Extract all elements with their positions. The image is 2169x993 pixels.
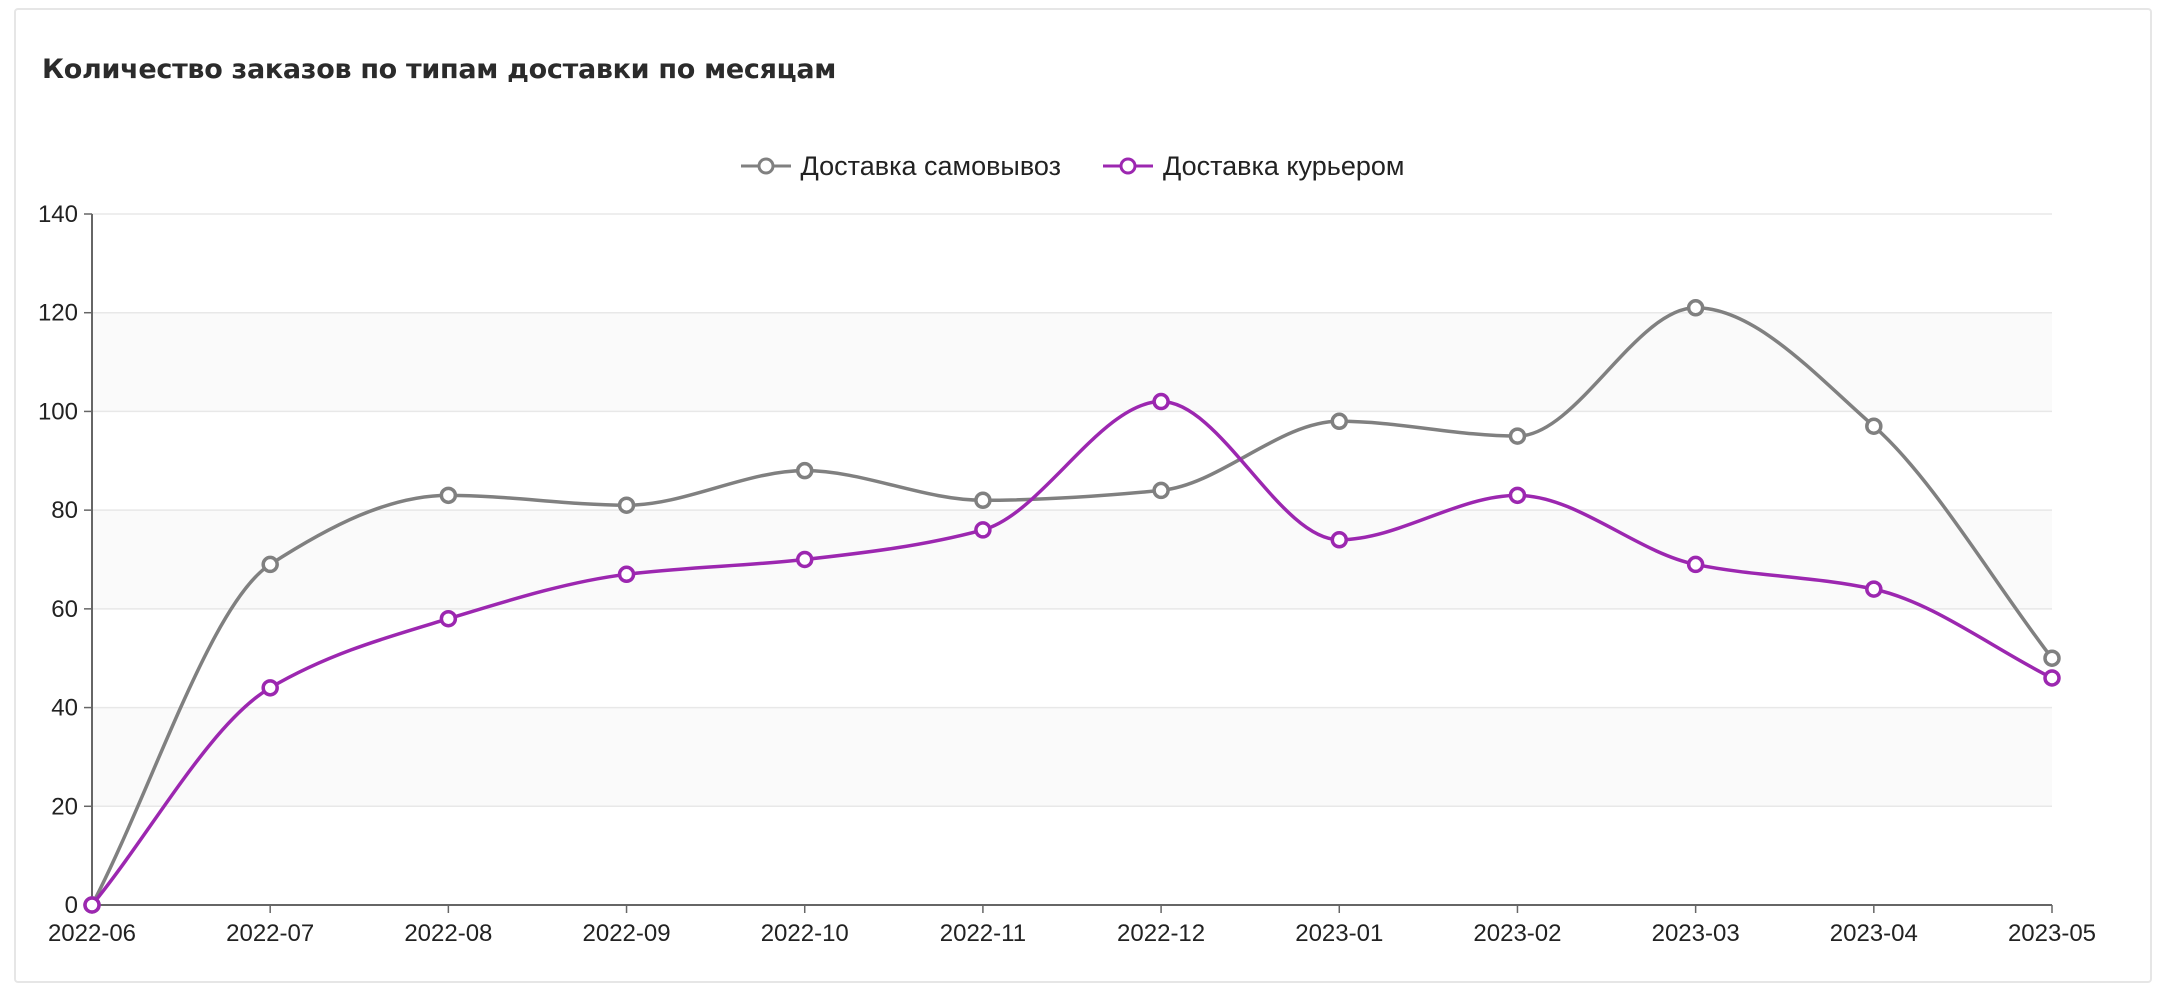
series-line-2 (90, 399, 2054, 907)
plot-band (92, 707, 2052, 807)
legend-label-pickup: Доставка самовывоз (800, 150, 1061, 181)
plot-band (92, 312, 2052, 412)
x-tick-label: 2022-09 (583, 920, 671, 947)
x-tick-label: 2022-11 (940, 920, 1026, 947)
data-point-series-2[interactable] (1686, 555, 1705, 574)
data-point-series-1[interactable] (439, 486, 458, 505)
x-tick-label: 2022-06 (48, 920, 136, 947)
data-point-series-2[interactable] (261, 679, 279, 697)
y-tick-label: 40 (51, 695, 78, 722)
legend-swatch-marker (757, 157, 775, 175)
plot-band (92, 510, 2052, 609)
data-point-series-1[interactable] (617, 496, 636, 514)
data-point-series-2[interactable] (617, 565, 636, 584)
x-tick-label: 2022-07 (226, 920, 314, 947)
data-point-series-2[interactable] (1508, 486, 1527, 505)
y-tick-label: 20 (51, 793, 78, 820)
data-point-series-2[interactable] (795, 550, 814, 569)
data-point-series-2[interactable] (1152, 392, 1170, 411)
data-point-series-1[interactable] (1330, 412, 1349, 431)
legend-item-courier[interactable]: Доставка курьером (1102, 150, 1405, 182)
data-point-series-2[interactable] (439, 609, 458, 628)
y-tick-label: 80 (51, 497, 78, 524)
x-tick-label: 2023-03 (1652, 920, 1740, 947)
legend-item-pickup[interactable]: Доставка самовывоз (740, 150, 1061, 182)
y-tick-label: 140 (38, 201, 78, 228)
x-tick-label: 2022-10 (761, 920, 849, 947)
series-line-1 (90, 306, 2054, 907)
data-point-series-1[interactable] (1508, 427, 1527, 445)
data-point-series-1[interactable] (261, 555, 279, 574)
plot-band (92, 806, 2052, 905)
data-point-series-2[interactable] (974, 521, 992, 539)
data-point-series-1[interactable] (795, 461, 814, 480)
data-point-series-1[interactable] (974, 491, 992, 510)
y-tick-label: 60 (51, 596, 78, 623)
legend-swatch-marker (1119, 157, 1137, 175)
x-tick-label: 2023-04 (1830, 920, 1918, 947)
x-tick-label: 2023-05 (2008, 920, 2096, 947)
y-tick-label: 120 (38, 300, 78, 327)
data-point-series-2[interactable] (83, 896, 101, 914)
legend: Доставка самовывоз Доставка курьером (0, 146, 2157, 186)
data-point-series-2[interactable] (2043, 669, 2061, 687)
chart-title: Количество заказов по типам доставки по … (42, 54, 837, 85)
legend-label-courier: Доставка курьером (1162, 150, 1405, 181)
x-tick-label: 2023-02 (1473, 920, 1561, 947)
y-tick-label: 0 (65, 892, 78, 919)
data-point-series-2[interactable] (1865, 580, 1883, 598)
legend-swatch-pickup-icon (740, 157, 791, 175)
plot-band (92, 608, 2052, 708)
y-tick-label: 100 (38, 398, 78, 425)
data-point-series-2[interactable] (1330, 531, 1349, 549)
data-point-series-1[interactable] (1686, 299, 1705, 317)
data-point-series-1[interactable] (1152, 481, 1170, 500)
data-point-series-1[interactable] (2043, 649, 2061, 667)
plot-band (92, 214, 2052, 313)
x-tick-label: 2022-08 (404, 920, 492, 947)
legend-swatch-courier-icon (1102, 157, 1153, 175)
data-point-series-1[interactable] (1865, 417, 1883, 435)
x-tick-label: 2022-12 (1117, 920, 1205, 947)
x-tick-label: 2023-01 (1295, 920, 1383, 947)
